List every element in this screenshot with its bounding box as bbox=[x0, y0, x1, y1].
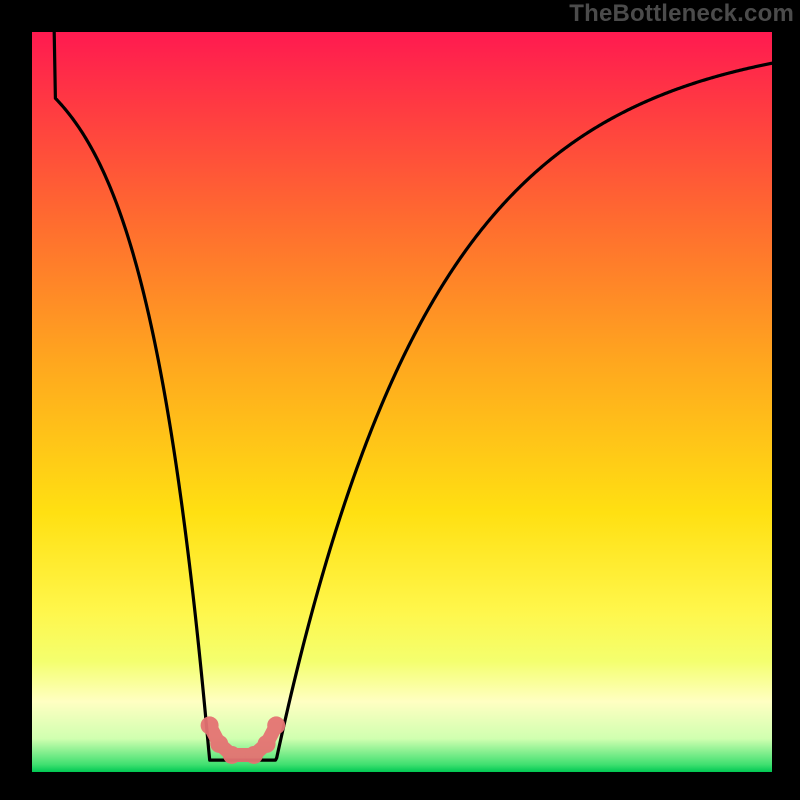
valley-dot bbox=[267, 716, 285, 734]
valley-dot bbox=[201, 716, 219, 734]
valley-dot bbox=[258, 735, 276, 753]
chart-svg bbox=[32, 32, 772, 772]
stage: TheBottleneck.com bbox=[0, 0, 800, 800]
valley-dot bbox=[223, 746, 241, 764]
bottleneck-chart bbox=[32, 32, 772, 772]
gradient-background bbox=[32, 32, 772, 772]
watermark-text: TheBottleneck.com bbox=[569, 0, 794, 28]
